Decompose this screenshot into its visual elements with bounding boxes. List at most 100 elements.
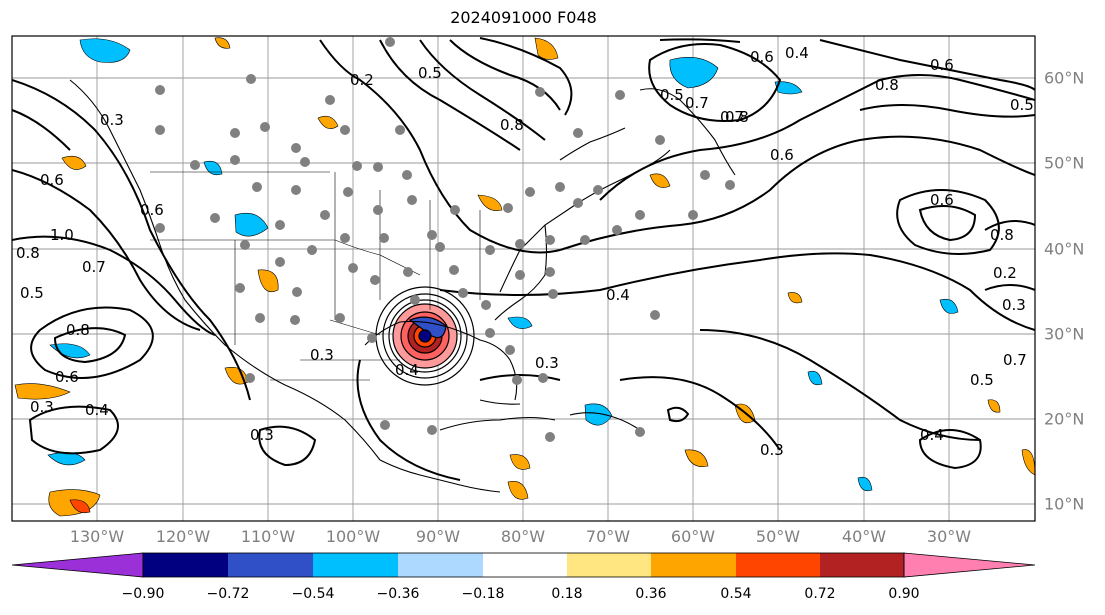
lat-label: 10°N: [1044, 494, 1085, 514]
shade-patch: [807, 370, 823, 386]
colorbar-tick-label: 0.36: [635, 586, 667, 602]
colorbar-tick-label: 0.72: [804, 586, 836, 602]
contour-label: 0.6: [930, 56, 954, 74]
lon-label: 40°W: [841, 527, 887, 546]
contour-label: 0.4: [785, 44, 809, 62]
shade-patch: [649, 173, 671, 188]
map-title: 2024091000 F048: [450, 8, 597, 27]
colorbar-extend-high: [903, 552, 1036, 578]
colorbar-tick-label: −0.72: [206, 586, 250, 602]
lon-label: 120°W: [155, 527, 211, 546]
contour-label: 0.3: [1002, 296, 1026, 314]
shade-patch: [857, 476, 873, 492]
contour-label: 0.5: [970, 371, 994, 389]
contour-label: 0.8: [725, 108, 749, 126]
shade-patch: [507, 316, 533, 329]
colorbar-tick-label: 0.54: [720, 586, 752, 602]
hurricane-core: [375, 286, 475, 386]
contour-label: 0.3: [30, 398, 54, 416]
contour-label-group: 0.6 1.0 0.8 0.7 0.5 0.8 0.6 0.3 0.4 0.3 …: [16, 44, 1034, 459]
colorbar-swatch: [567, 553, 651, 577]
contour-label: 0.8: [990, 226, 1014, 244]
contour-label: 0.2: [993, 264, 1017, 282]
colorbar-tick-label: −0.54: [291, 586, 335, 602]
colorbar-swatch: [736, 553, 820, 577]
shade-patch: [317, 115, 339, 129]
shade-patch: [79, 38, 131, 63]
contour-label: 0.5: [1010, 96, 1034, 114]
lon-label: 80°W: [500, 527, 546, 546]
colorbar-swatch: [313, 553, 398, 577]
lat-label: 50°N: [1044, 153, 1085, 173]
contour-lines: [12, 37, 1035, 481]
colorbar-swatch: [143, 553, 228, 577]
lon-label: 60°W: [670, 527, 716, 546]
lon-label: 30°W: [926, 527, 972, 546]
colorbar: [11, 552, 1036, 578]
lon-label: 100°W: [325, 527, 381, 546]
lat-label: 30°N: [1044, 324, 1085, 344]
shade-patch: [1021, 449, 1035, 476]
contour-label: 0.3: [250, 426, 274, 444]
contour-label: 0.6: [770, 146, 794, 164]
colorbar-tick-label: 0.90: [888, 586, 920, 602]
forecast-map: 0.6 1.0 0.8 0.7 0.5 0.8 0.6 0.3 0.4 0.3 …: [11, 35, 1036, 522]
colorbar-tick-label: −0.90: [121, 586, 165, 602]
lon-label: 130°W: [69, 527, 125, 546]
contour-label: 0.6: [55, 368, 79, 386]
contour-label: 1.0: [50, 226, 74, 244]
colorbar-tick-label: −0.18: [461, 586, 505, 602]
contour-label: 0.4: [395, 361, 419, 379]
lon-label: 70°W: [585, 527, 631, 546]
contour-label: 0.8: [500, 116, 524, 134]
shade-patch: [684, 449, 709, 467]
colorbar-swatch: [651, 553, 736, 577]
shade-patch: [509, 454, 531, 470]
colorbar-extend-low: [11, 552, 144, 578]
colorbar-tick-label: −0.36: [376, 586, 420, 602]
contour-label: 0.2: [350, 71, 374, 89]
shade-patch: [61, 155, 87, 170]
lon-label: 50°W: [755, 527, 801, 546]
contour-label: 0.3: [100, 111, 124, 129]
colorbar-swatch: [820, 553, 904, 577]
contour-label: 0.4: [85, 401, 109, 419]
shade-patch: [669, 57, 719, 89]
shade-patch: [939, 298, 959, 314]
anomaly-shading: [14, 37, 1035, 517]
shade-patch: [14, 383, 71, 400]
shade-patch: [234, 212, 269, 237]
shade-patch: [69, 499, 91, 514]
shade-patch: [787, 292, 803, 304]
lat-label: 60°N: [1044, 68, 1085, 88]
contour-label: 0.8: [875, 76, 899, 94]
lon-label: 90°W: [415, 527, 461, 546]
shade-patch: [257, 269, 279, 293]
contour-label: 0.7: [82, 258, 106, 276]
shade-patch: [203, 160, 223, 176]
lat-label: 20°N: [1044, 409, 1085, 429]
contour-label: 0.7: [720, 108, 744, 126]
map-frame-border: [11, 35, 1036, 522]
contour-label: 0.5: [418, 64, 442, 82]
contour-label: 0.7: [685, 94, 709, 112]
shade-patch: [987, 399, 1001, 413]
shade-patch: [477, 194, 503, 211]
colorbar-swatch: [483, 553, 567, 577]
colorbar-swatch: [398, 553, 483, 577]
contour-label: 0.8: [66, 321, 90, 339]
colorbar-swatch: [228, 553, 313, 577]
contour-label: 0.6: [40, 171, 64, 189]
contour-label: 0.6: [140, 201, 164, 219]
contour-label: 0.3: [760, 441, 784, 459]
contour-label: 0.5: [20, 284, 44, 302]
lat-label: 40°N: [1044, 239, 1085, 259]
contour-label: 0.7: [1003, 351, 1027, 369]
contour-label: 0.3: [535, 354, 559, 372]
shade-patch: [774, 81, 803, 95]
shade-patch: [507, 481, 529, 500]
contour-label: 0.3: [310, 346, 334, 364]
contour-label: 0.6: [930, 191, 954, 209]
contour-label: 0.4: [920, 426, 944, 444]
contour-label: 0.6: [750, 48, 774, 66]
